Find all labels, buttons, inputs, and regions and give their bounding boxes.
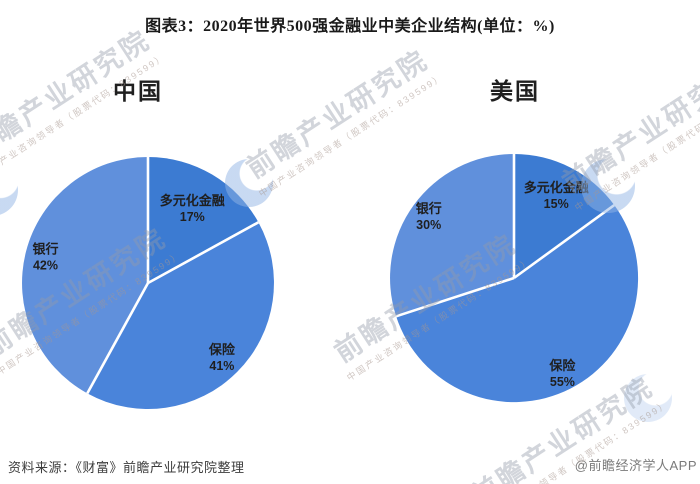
pie-slice-insurance xyxy=(87,222,274,409)
slice-divider xyxy=(86,282,150,395)
slice-divider xyxy=(395,276,515,318)
slice-label-bank: 银行 xyxy=(416,201,442,216)
chart-title: 图表3：2020年世界500强金融业中美企业结构(单位：%) xyxy=(145,18,555,35)
slice-label-diversified-finance: 多元化金融 xyxy=(160,193,225,208)
pie-slice-insurance xyxy=(396,205,639,403)
pie-title-usa: 美国 xyxy=(490,79,540,104)
pie-title-china: 中国 xyxy=(113,79,163,104)
slice-label-insurance: 保险 xyxy=(208,342,236,357)
data-source-note: 资料来源：《财富》前瞻产业研究院整理 xyxy=(8,460,245,475)
slice-label-diversified-finance: 多元化金融 xyxy=(524,180,589,195)
slice-value-insurance: 55% xyxy=(550,375,575,389)
slice-divider xyxy=(513,204,616,280)
slice-label-bank: 银行 xyxy=(32,242,58,257)
pie-slice-bank xyxy=(390,154,514,317)
slice-label-insurance: 保险 xyxy=(548,358,576,373)
slice-value-insurance: 41% xyxy=(209,359,234,373)
slice-divider xyxy=(147,221,260,285)
pie-chart-china: 多元化金融 17% 保险 41% 银行 42% xyxy=(22,157,274,409)
pie-chart-usa: 多元化金融 15% 保险 55% 银行 30% xyxy=(390,154,639,403)
slice-value-bank: 42% xyxy=(33,259,58,273)
slice-value-diversified-finance: 15% xyxy=(544,197,569,211)
slice-value-diversified-finance: 17% xyxy=(180,210,205,224)
footer: 资料来源：《财富》前瞻产业研究院整理 @前瞻经济学人APP xyxy=(0,450,700,480)
slice-value-bank: 30% xyxy=(416,218,441,232)
app-credit: @前瞻经济学人APP xyxy=(574,458,697,473)
pie-slice-bank xyxy=(22,157,148,394)
